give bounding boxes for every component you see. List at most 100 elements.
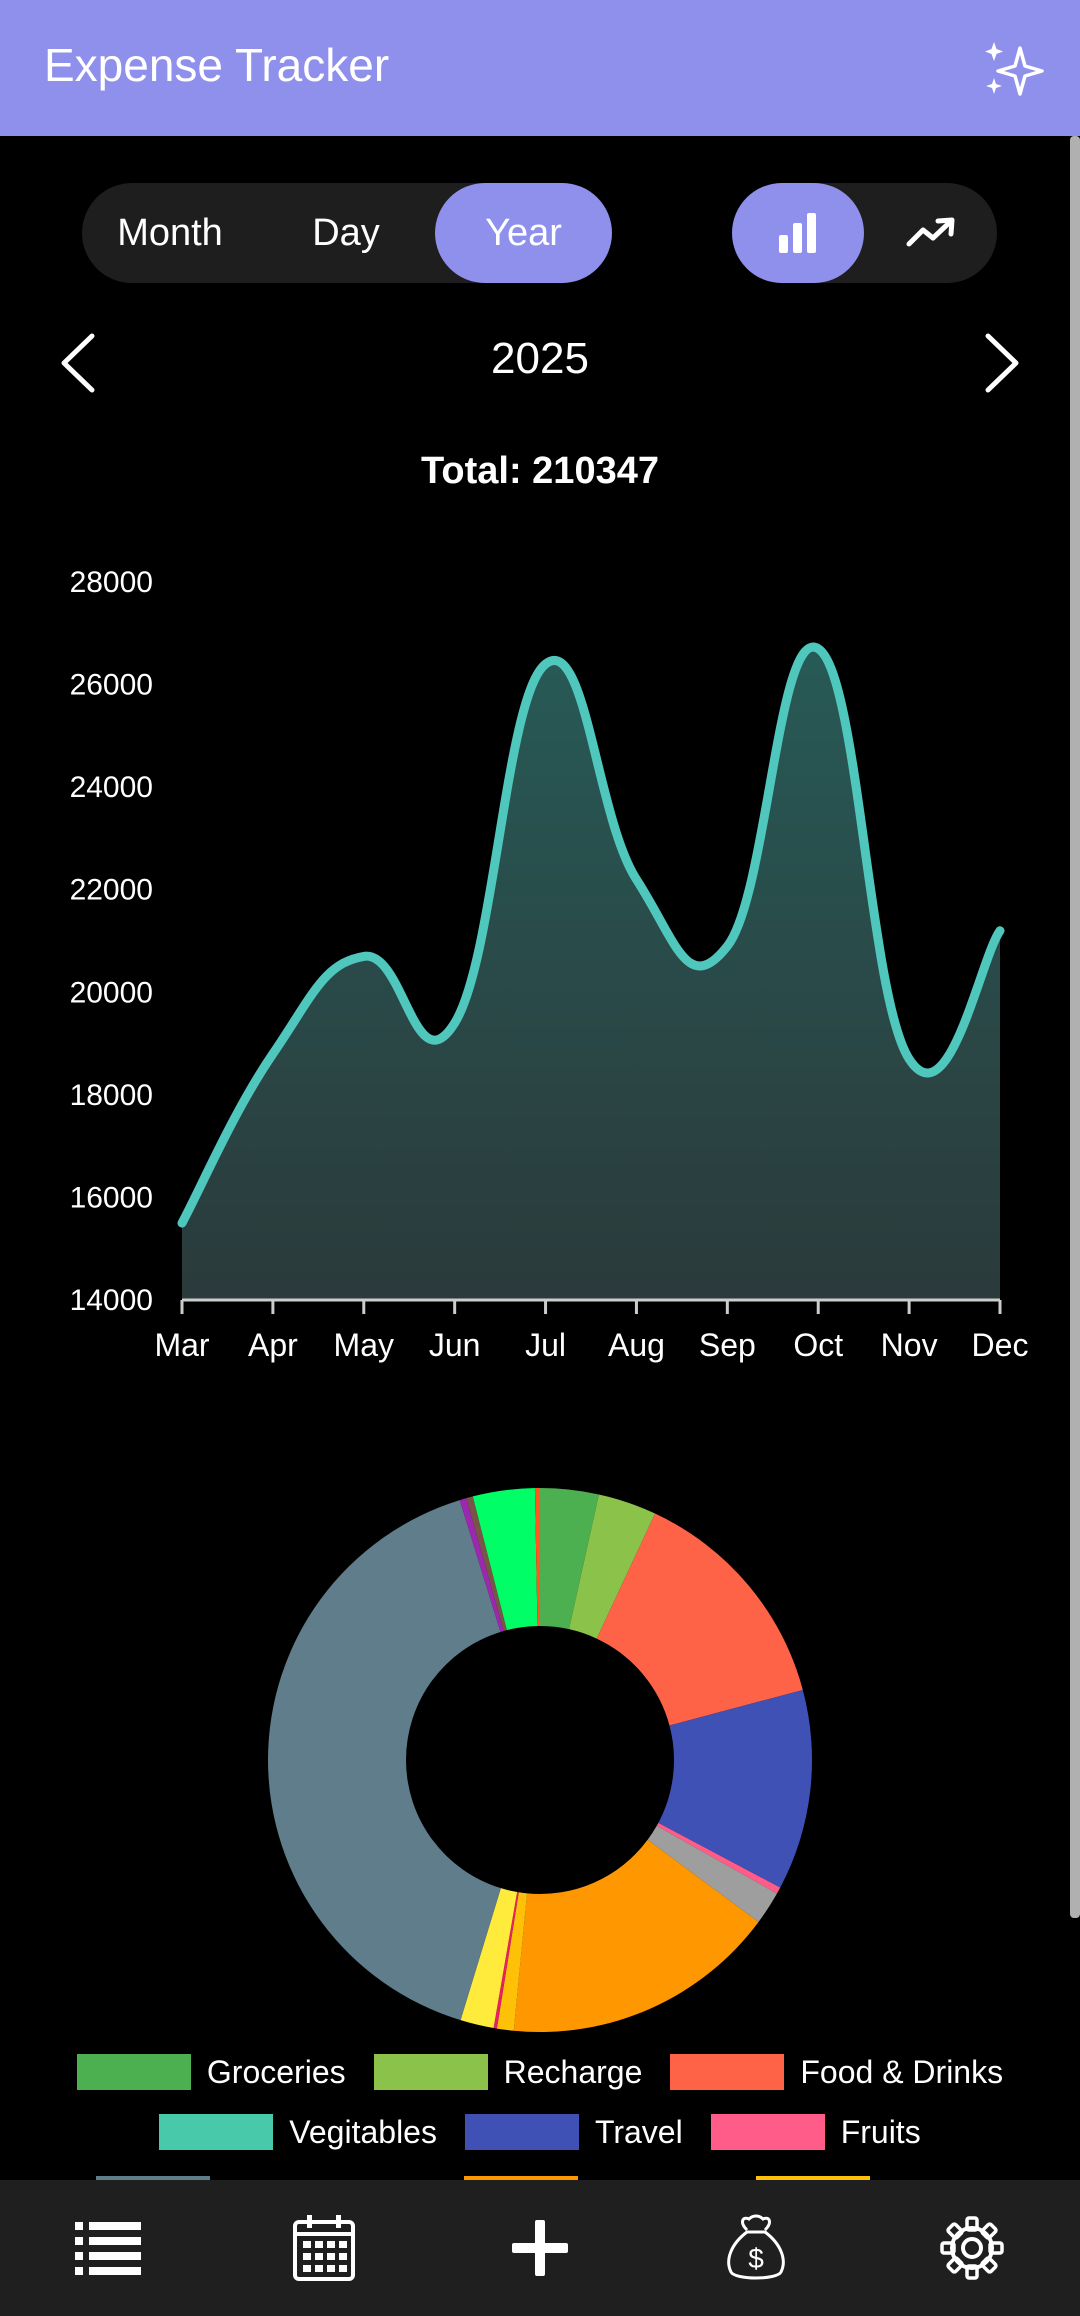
donut-slice[interactable] [268, 1500, 501, 2021]
donut-slice-food-drinks[interactable] [596, 1513, 803, 1726]
tab-year[interactable]: Year [435, 183, 612, 283]
svg-text:$: $ [748, 2243, 764, 2274]
category-donut-chart [268, 1488, 812, 2032]
period-label: 2025 [491, 334, 589, 383]
data-point-jul[interactable] [544, 663, 547, 666]
bottom-navigation: $ [0, 2180, 1080, 2316]
x-tick-label: Jun [429, 1327, 481, 1363]
data-point-oct[interactable] [817, 647, 820, 650]
x-tick-label: Dec [972, 1327, 1029, 1363]
donut-slice-groceries[interactable] [540, 1488, 599, 1630]
data-point-nov[interactable] [908, 1057, 911, 1060]
legend-label: Groceries [206, 2053, 346, 2090]
nav-calendar-button[interactable] [274, 2198, 374, 2298]
legend-swatch [670, 2054, 785, 2090]
total-amount: Total: 210347 [421, 450, 659, 492]
app-bar: Expense Tracker [0, 0, 1080, 136]
y-tick-label: 24000 [70, 771, 153, 804]
donut-slice[interactable] [460, 1888, 518, 2029]
data-point-aug[interactable] [635, 878, 638, 881]
donut-slice-travel[interactable] [658, 1689, 812, 1888]
donut-slice[interactable] [493, 1892, 519, 2029]
data-point-jun[interactable] [453, 1022, 456, 1025]
donut-slice[interactable] [647, 1825, 777, 1922]
legend-swatch [373, 2054, 488, 2090]
legend-item-travel[interactable]: Travel [464, 2113, 683, 2151]
y-tick-label: 18000 [70, 1079, 153, 1112]
y-tick-label: 28000 [70, 566, 153, 599]
legend-row: Groceries Recharge Food & Drinks [0, 2042, 1080, 2102]
area-fill [182, 647, 1000, 1300]
line-chart-button[interactable] [865, 183, 997, 283]
data-point-sep[interactable] [726, 945, 729, 948]
legend-item-food-drinks[interactable]: Food & Drinks [670, 2054, 1003, 2091]
y-tick-label: 16000 [70, 1181, 153, 1214]
trend-line [177, 642, 1005, 1228]
nav-budget-button[interactable]: $ [706, 2198, 806, 2298]
data-point-mar[interactable] [181, 1222, 183, 1225]
scrollbar[interactable] [1070, 136, 1080, 1918]
nav-settings-button[interactable] [922, 2198, 1022, 2298]
app-title: Expense Tracker [44, 39, 390, 91]
legend-item-groceries[interactable]: Groceries [76, 2053, 346, 2091]
tab-day[interactable]: Day [312, 212, 380, 254]
bar-chart-button[interactable] [732, 183, 864, 283]
donut-slice-recharge[interactable] [569, 1494, 656, 1639]
trending-up-icon [906, 217, 955, 247]
legend-item-vegitables[interactable]: Vegitables [159, 2114, 437, 2151]
chart-type-toggle [732, 183, 997, 283]
x-tick-label: Mar [154, 1327, 209, 1363]
donut-slice[interactable] [513, 1839, 759, 2032]
data-point-apr[interactable] [271, 1052, 274, 1055]
donut-slice[interactable] [496, 1892, 528, 2031]
x-tick-label: Aug [608, 1327, 665, 1363]
data-point-may[interactable] [362, 955, 365, 958]
legend-swatch [710, 2114, 825, 2150]
legend-item-recharge[interactable]: Recharge [373, 2053, 643, 2091]
legend-swatch [464, 2176, 578, 2180]
legend-partial-row [0, 2174, 1080, 2180]
x-tick-label: Oct [793, 1327, 843, 1363]
category-legend: Groceries Recharge Food & Drinks Vegitab… [0, 2042, 1080, 2162]
y-tick-label: 14000 [70, 1284, 153, 1317]
y-tick-label: 20000 [70, 976, 153, 1009]
period-selector: Month Day Year [82, 183, 612, 283]
legend-item-fruits[interactable]: Fruits [710, 2113, 921, 2151]
x-tick-label: Nov [881, 1327, 938, 1363]
donut-slice-vegitables[interactable] [472, 1488, 538, 1631]
donut-slice-fruits[interactable] [656, 1822, 781, 1894]
x-tick-label: Apr [248, 1327, 298, 1363]
donut-slice[interactable] [534, 1488, 540, 1627]
settings-icon [940, 2216, 1004, 2280]
legend-label: Food & Drinks [800, 2053, 1004, 2090]
chevron-right-icon[interactable] [976, 328, 1026, 398]
legend-swatch [756, 2176, 870, 2180]
legend-label: Recharge [503, 2053, 643, 2090]
calendar-icon [293, 2215, 355, 2281]
data-point-dec[interactable] [999, 929, 1001, 932]
x-tick-label: Sep [699, 1327, 756, 1363]
nav-transactions-button[interactable] [58, 2198, 158, 2298]
y-tick-label: 22000 [70, 874, 153, 907]
bar-chart-icon [779, 213, 816, 253]
donut-slice[interactable] [459, 1498, 504, 1632]
x-tick-label: May [334, 1327, 394, 1363]
list-icon [75, 2222, 141, 2275]
tab-month[interactable]: Month [117, 212, 223, 254]
legend-swatch [464, 2114, 579, 2150]
legend-swatch [96, 2176, 210, 2180]
legend-label: Vegitables [289, 2113, 437, 2150]
legend-row: Vegitables Travel Fruits [0, 2102, 1080, 2162]
expense-trend-chart: 14000 16000 18000 20000 22000 24000 26000 28000… [70, 566, 1029, 1363]
legend-swatch [76, 2054, 191, 2090]
donut-slice[interactable] [466, 1496, 507, 1632]
legend-label: Fruits [840, 2113, 921, 2150]
sparkle-icon[interactable] [980, 40, 1046, 100]
add-icon [512, 2220, 568, 2276]
nav-add-button[interactable] [490, 2198, 590, 2298]
x-tick-label: Jul [525, 1327, 566, 1363]
legend-label: Travel [594, 2113, 683, 2150]
y-tick-label: 26000 [70, 669, 153, 702]
chevron-left-icon[interactable] [54, 328, 104, 398]
legend-swatch [159, 2114, 274, 2150]
